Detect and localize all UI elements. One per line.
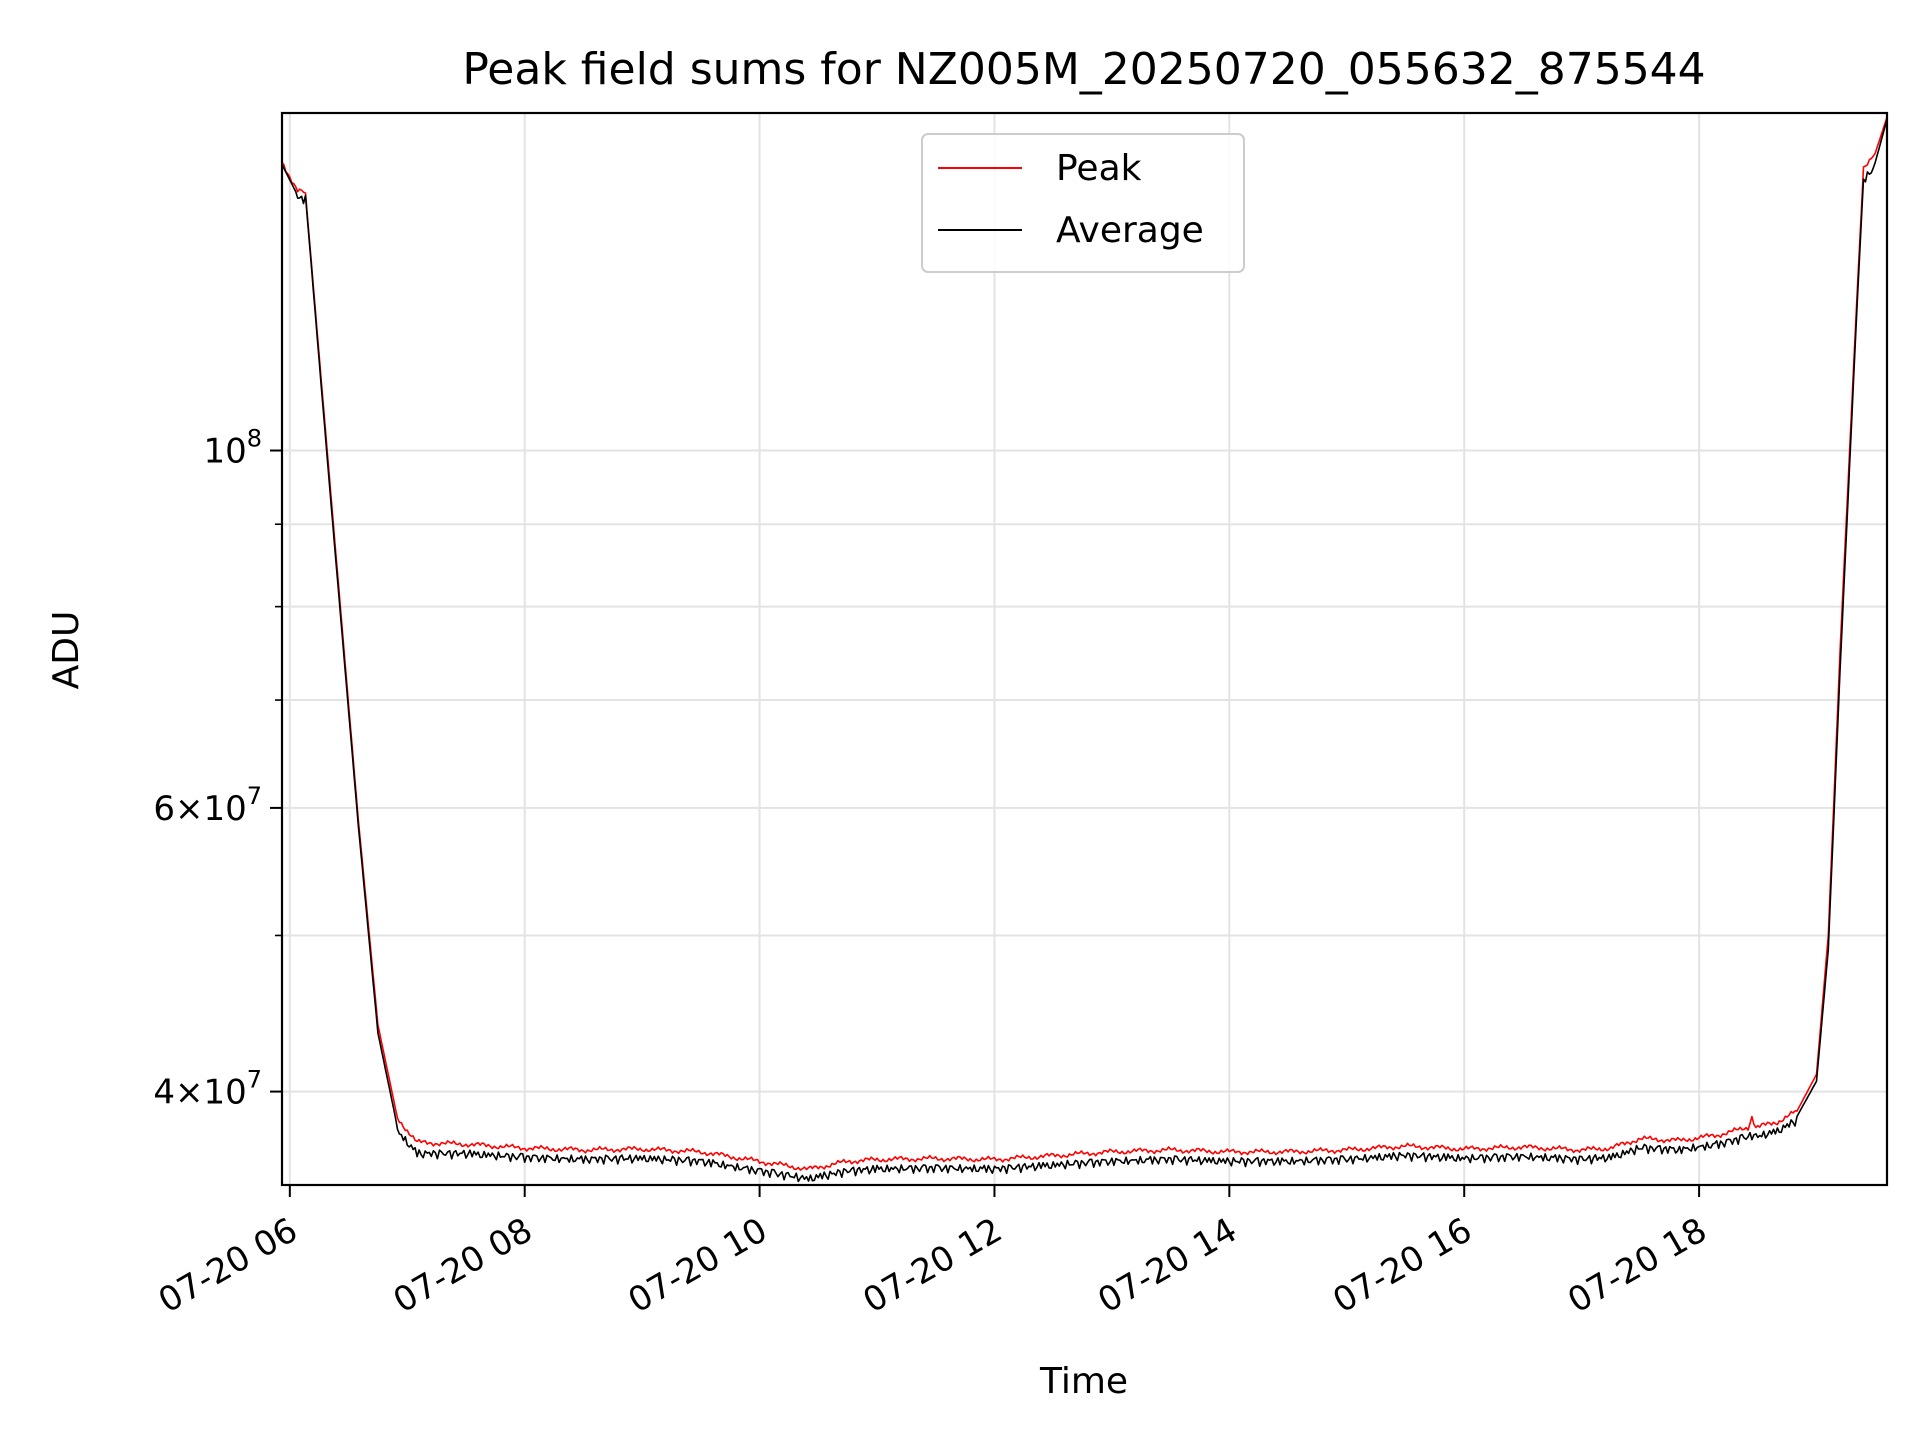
gridlines <box>282 113 1887 1185</box>
plot-frame <box>280 111 1889 1187</box>
chart-title: Peak field sums for NZ005M_20250720_0556… <box>462 44 1705 95</box>
series-lines <box>281 117 1888 1183</box>
series-line-average <box>281 119 1888 1183</box>
legend-label-peak: Peak <box>1056 148 1142 189</box>
y-axis: 4×107 6×107 108 <box>153 425 282 1113</box>
y-tick-label: 6×107 <box>153 782 262 829</box>
x-axis-label: Time <box>1039 1361 1128 1402</box>
legend: Peak Average <box>921 133 1245 273</box>
y-tick-label: 4×107 <box>153 1066 262 1113</box>
series-line-peak <box>281 117 1888 1171</box>
y-tick-label: 108 <box>203 425 262 472</box>
y-axis-label: ADU <box>46 611 87 690</box>
legend-label-average: Average <box>1056 210 1204 251</box>
